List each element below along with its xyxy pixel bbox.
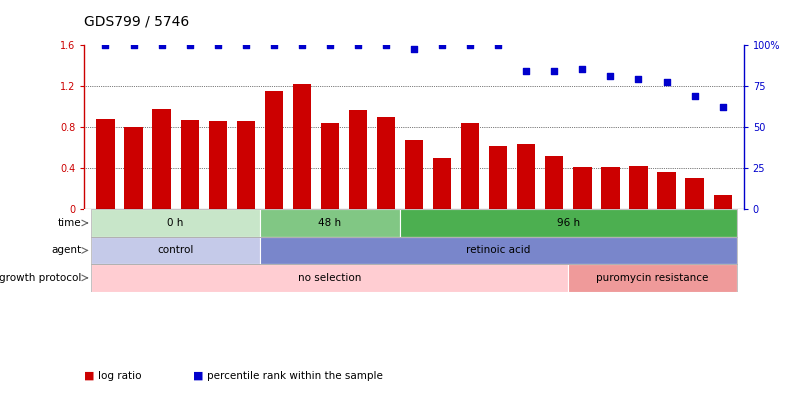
Point: [267, 41, 280, 48]
Point: [435, 41, 448, 48]
Point: [631, 76, 644, 82]
Bar: [181, 120, 198, 209]
Text: ■: ■: [193, 371, 203, 381]
Bar: [92, 237, 736, 264]
Point: [239, 41, 252, 48]
Bar: [377, 117, 394, 209]
Bar: [92, 264, 568, 292]
Text: control: control: [157, 245, 194, 256]
Bar: [92, 209, 259, 237]
Bar: [573, 167, 591, 209]
Bar: [92, 264, 736, 292]
Text: ■: ■: [84, 371, 95, 381]
Bar: [629, 166, 646, 209]
Point: [491, 41, 504, 48]
Bar: [400, 209, 736, 237]
Point: [659, 79, 672, 86]
Point: [463, 41, 476, 48]
Text: time: time: [58, 218, 82, 228]
Bar: [320, 123, 339, 209]
Text: growth protocol: growth protocol: [0, 273, 82, 283]
Bar: [460, 123, 479, 209]
Point: [715, 104, 728, 111]
Bar: [96, 119, 115, 209]
Text: 0 h: 0 h: [167, 218, 184, 228]
Bar: [405, 140, 422, 209]
Bar: [236, 121, 255, 209]
Point: [547, 68, 560, 74]
Bar: [208, 121, 226, 209]
Point: [520, 68, 532, 74]
Point: [155, 41, 168, 48]
Text: agent: agent: [51, 245, 82, 256]
Bar: [601, 167, 619, 209]
Text: percentile rank within the sample: percentile rank within the sample: [206, 371, 382, 381]
Bar: [92, 237, 259, 264]
Point: [99, 41, 112, 48]
Point: [127, 41, 140, 48]
Bar: [712, 195, 731, 209]
Bar: [292, 84, 311, 209]
Bar: [685, 178, 703, 209]
Text: puromycin resistance: puromycin resistance: [596, 273, 707, 283]
Bar: [92, 209, 736, 237]
Text: 48 h: 48 h: [318, 218, 341, 228]
Bar: [488, 147, 507, 209]
Point: [687, 92, 700, 99]
Bar: [568, 264, 736, 292]
Bar: [264, 91, 283, 209]
Point: [407, 46, 420, 53]
Bar: [259, 237, 736, 264]
Bar: [349, 111, 367, 209]
Point: [211, 41, 224, 48]
Point: [295, 41, 308, 48]
Point: [183, 41, 196, 48]
Bar: [153, 109, 170, 209]
Point: [351, 41, 364, 48]
Text: GDS799 / 5746: GDS799 / 5746: [84, 14, 190, 28]
Text: no selection: no selection: [298, 273, 361, 283]
Bar: [124, 127, 142, 209]
Text: retinoic acid: retinoic acid: [466, 245, 530, 256]
Bar: [259, 209, 400, 237]
Point: [603, 72, 616, 79]
Bar: [657, 172, 675, 209]
Point: [323, 41, 336, 48]
Bar: [516, 145, 535, 209]
Point: [379, 41, 392, 48]
Bar: [544, 156, 563, 209]
Point: [575, 66, 588, 72]
Text: 96 h: 96 h: [556, 218, 579, 228]
Text: log ratio: log ratio: [98, 371, 141, 381]
Bar: [433, 158, 450, 209]
